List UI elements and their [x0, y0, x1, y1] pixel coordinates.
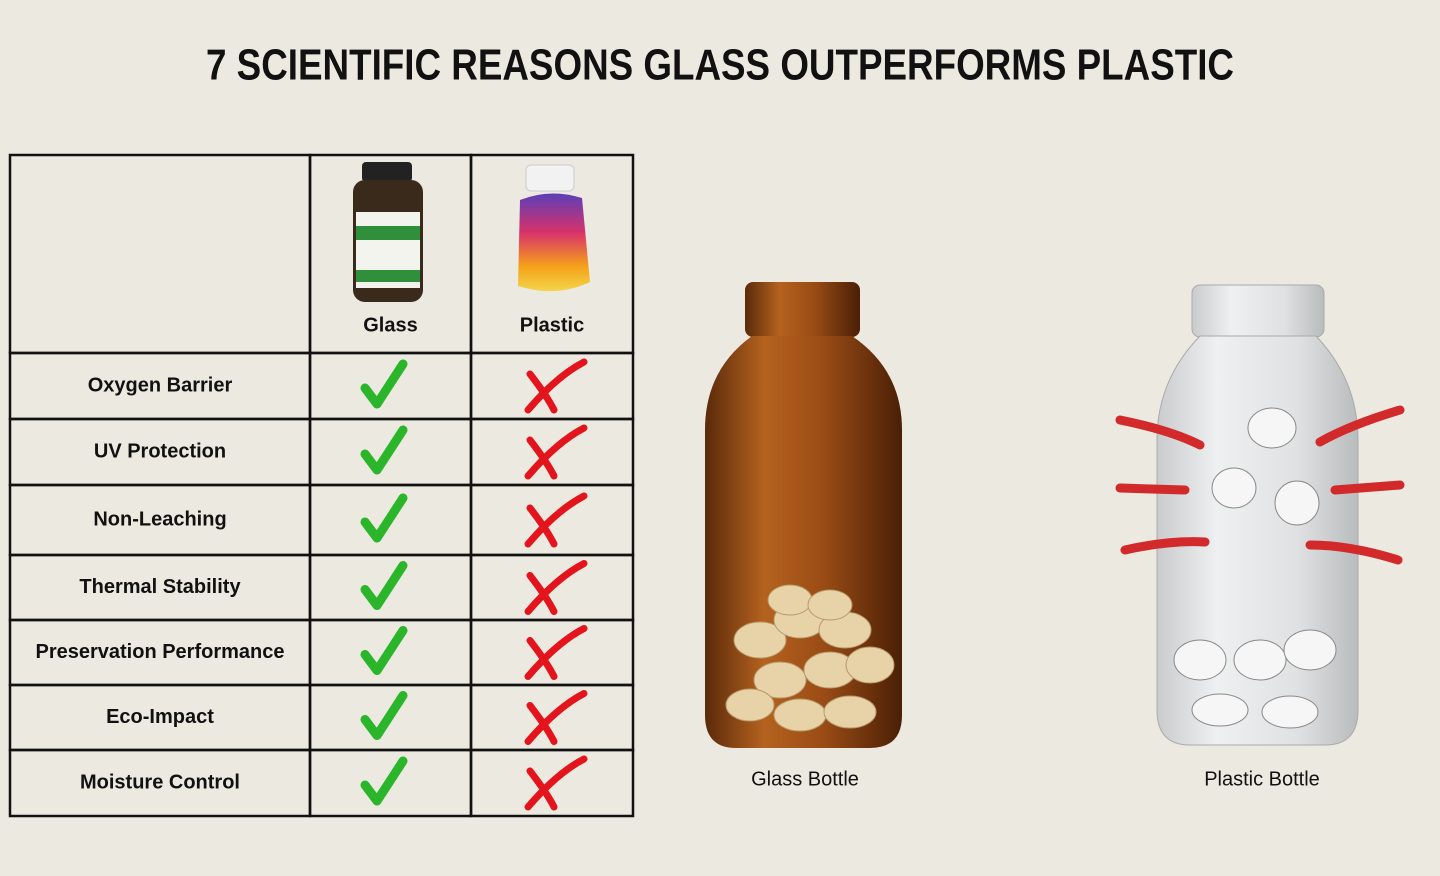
row-label: Non-Leaching	[93, 508, 226, 530]
cross-icon	[524, 560, 588, 615]
bottle-caption: Plastic Bottle	[1204, 768, 1320, 790]
row-label: Eco-Impact	[106, 706, 214, 728]
check-icon	[360, 493, 408, 543]
plastic-bottle-illustration	[1115, 284, 1405, 746]
table-cell	[469, 748, 635, 818]
column-header: Plastic	[520, 314, 584, 336]
cross-icon	[524, 492, 588, 548]
cross-icon	[524, 424, 588, 480]
bottle-caption: Glass Bottle	[751, 768, 859, 790]
row-label: Thermal Stability	[79, 576, 241, 598]
check-icon	[360, 425, 408, 475]
check-icon	[360, 756, 408, 806]
cross-icon	[524, 358, 588, 414]
glass-bottle-illustration	[705, 282, 902, 748]
check-icon	[360, 561, 408, 610]
title: 7 SCIENTIFIC REASONS GLASS OUTPERFORMS P…	[206, 41, 1234, 90]
row-label: Moisture Control	[80, 771, 240, 793]
check-icon	[360, 359, 408, 409]
row-label: UV Protection	[94, 440, 226, 462]
check-icon	[360, 626, 408, 675]
glass-jar-icon	[353, 162, 423, 302]
cross-icon	[524, 690, 588, 745]
cross-icon	[524, 755, 588, 811]
column-header: Glass	[363, 314, 417, 336]
plastic-bottle-icon	[518, 164, 590, 292]
check-icon	[360, 691, 408, 740]
row-label: Preservation Performance	[35, 641, 284, 663]
row-label: Oxygen Barrier	[88, 374, 233, 396]
cross-icon	[524, 625, 588, 680]
